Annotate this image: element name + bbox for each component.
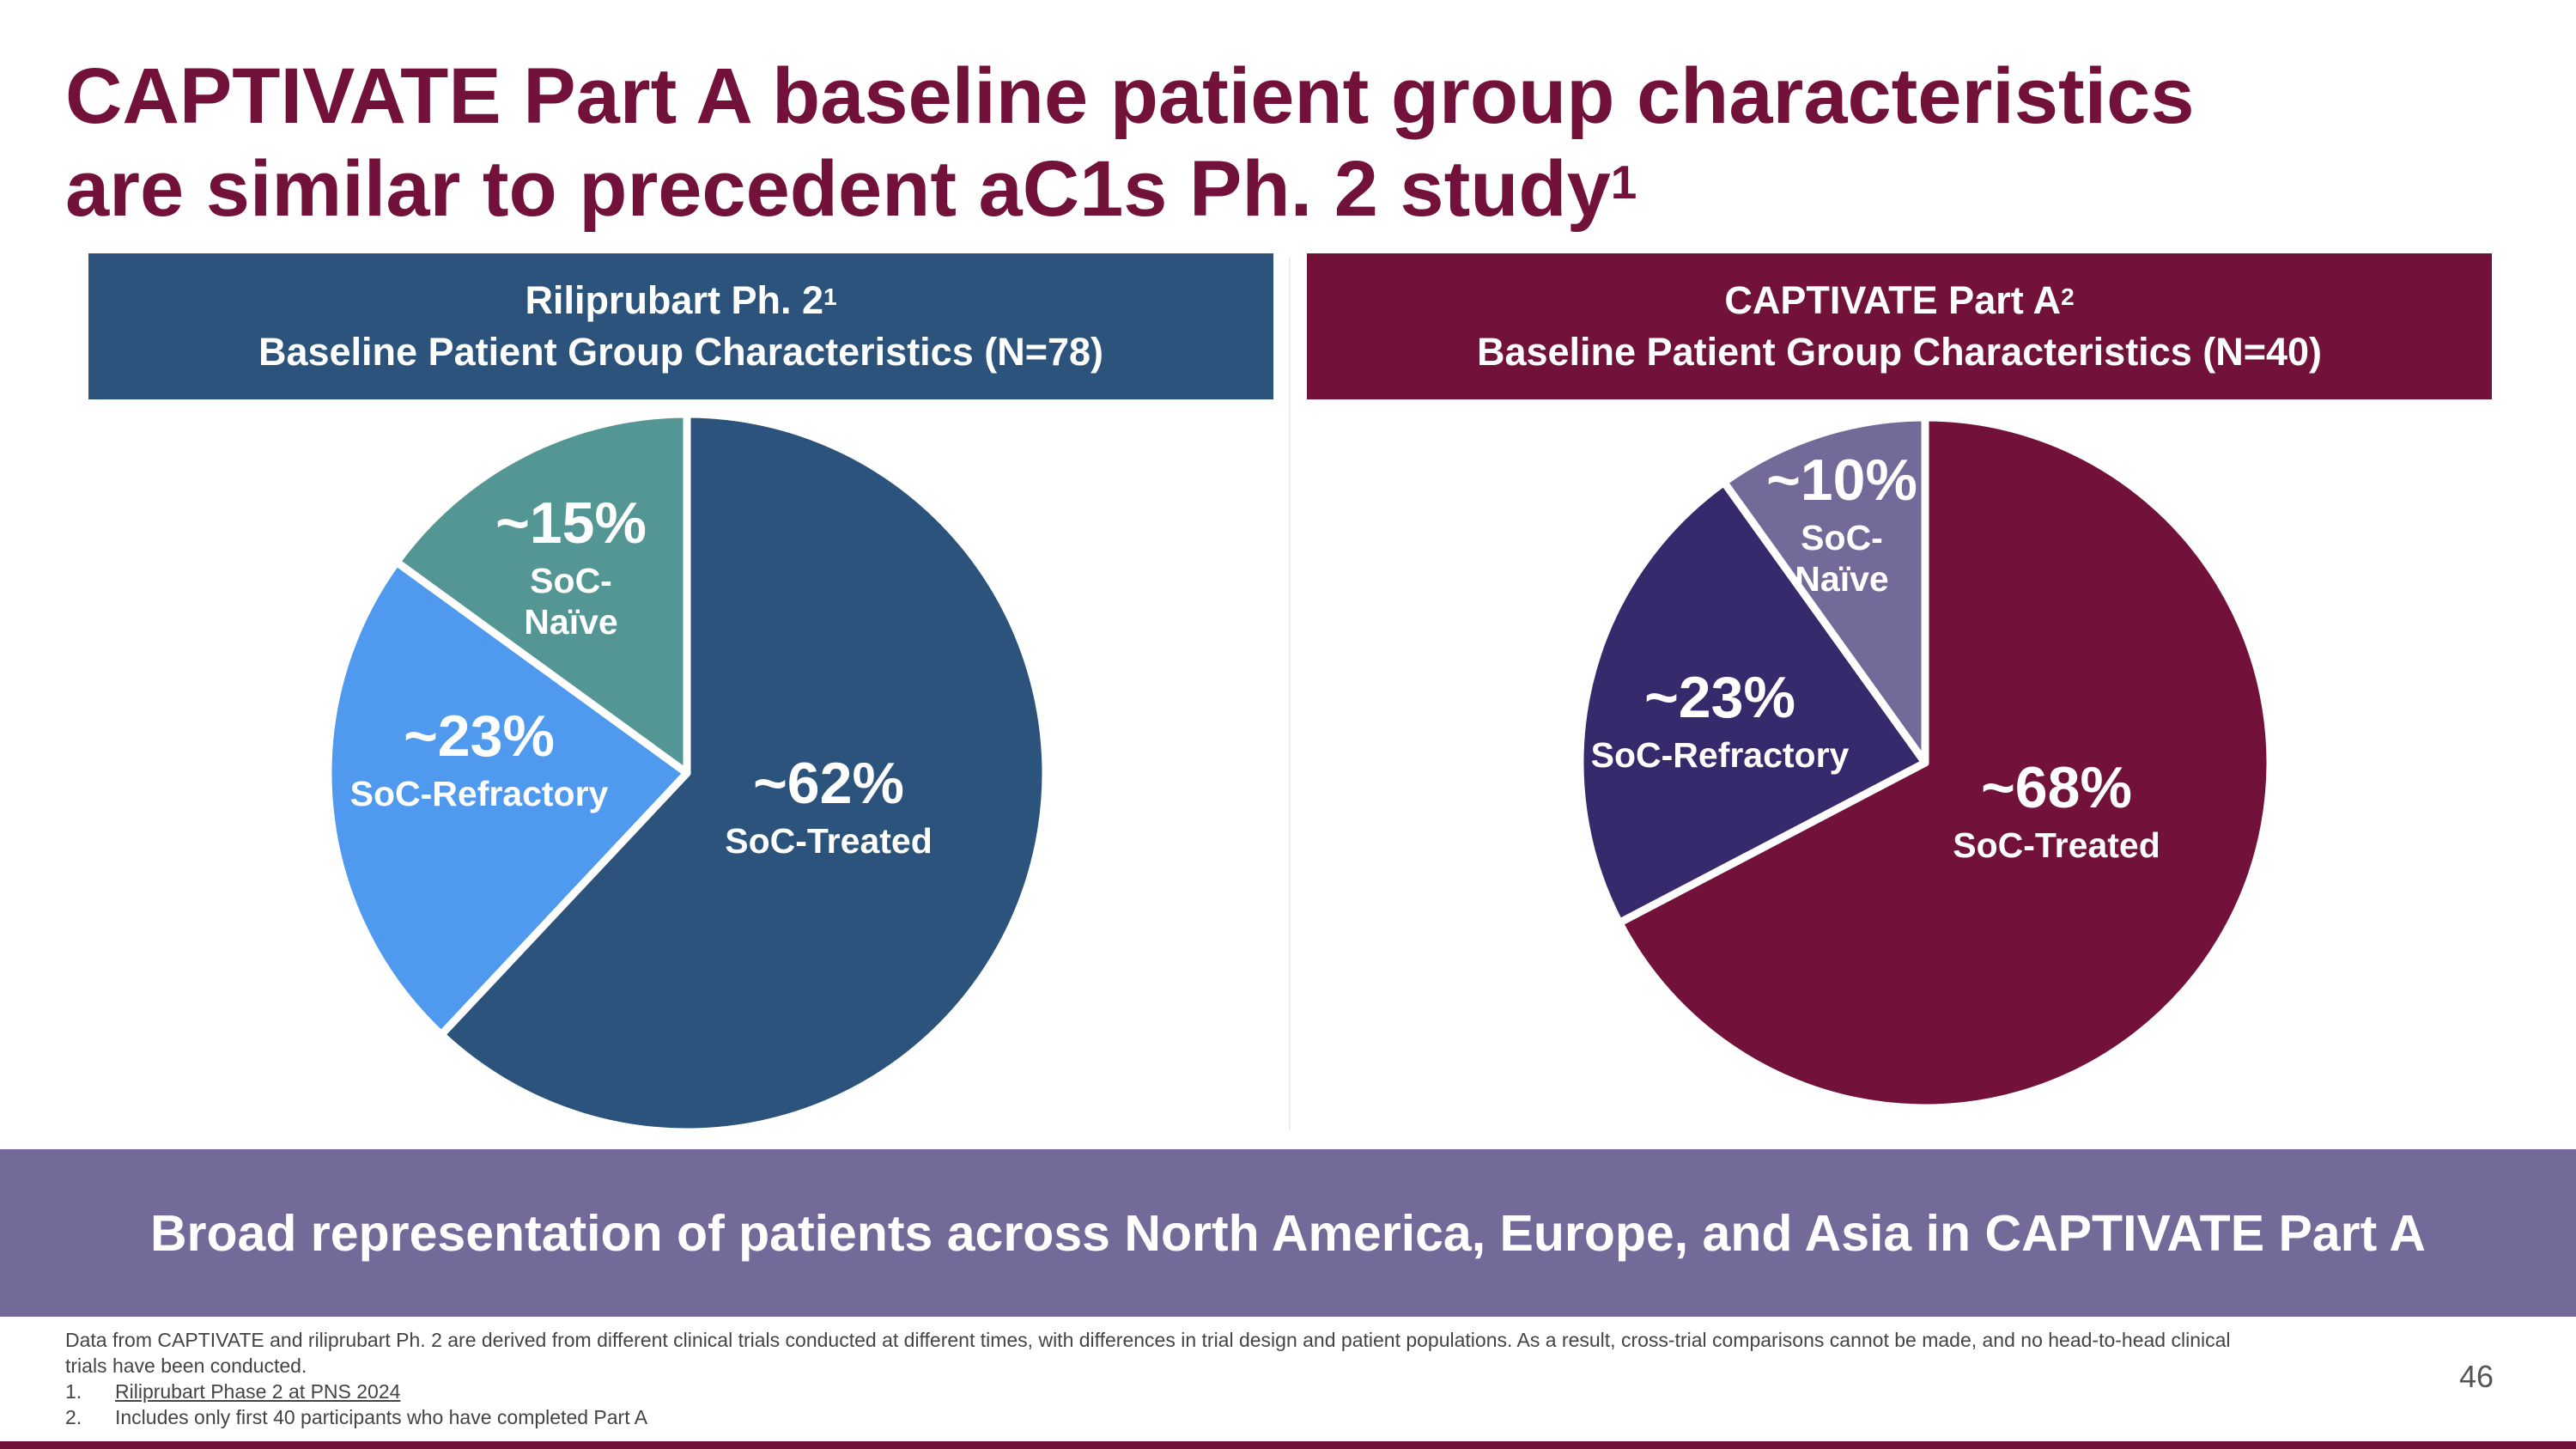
slice-percent-label: ~23% xyxy=(404,703,555,769)
slice-category-label: Naïve xyxy=(1795,559,1888,599)
slice-percent-label: ~10% xyxy=(1766,447,1917,513)
slice-category-label: SoC-Treated xyxy=(1953,825,2160,865)
slice-category-label: SoC- xyxy=(1801,518,1883,557)
slice-category-label: SoC-Treated xyxy=(725,821,933,861)
bottom-accent-bar xyxy=(0,1441,2576,1449)
slide-title: CAPTIVATE Part A baseline patient group … xyxy=(65,50,2521,235)
pie-slice-soc-treated xyxy=(1615,413,2275,1112)
pie-slice-soc-treated xyxy=(437,410,1050,1136)
footnote-number: 2. xyxy=(65,1406,82,1428)
right-header-line-1: CAPTIVATE Part A xyxy=(1724,278,2062,322)
right-panel-header: CAPTIVATE Part A2 Baseline Patient Group… xyxy=(1307,253,2492,399)
footnote-item: 1. Riliprubart Phase 2 at PNS 2024 xyxy=(65,1379,2263,1404)
panel-divider xyxy=(1289,258,1291,1129)
pie-slice-soc-na-ve xyxy=(392,410,691,777)
pie-slice-soc-refractory xyxy=(324,557,691,1039)
banner-text: Broad representation of patients across … xyxy=(149,1204,2427,1262)
slice-category-label: SoC-Refractory xyxy=(1591,735,1850,775)
footnote-number: 1. xyxy=(65,1380,82,1403)
left-header-line-2: Baseline Patient Group Characteristics (… xyxy=(258,330,1104,374)
pie-chart-captivate: ~68% SoC-Treated ~23% SoC-Refractory ~10% SoC… xyxy=(1576,413,2275,1112)
title-superscript: 1 xyxy=(1610,155,1637,209)
left-header-superscript: 1 xyxy=(823,283,837,310)
summary-banner: Broad representation of patients across … xyxy=(0,1149,2576,1317)
footnote-text: Includes only first 40 participants who … xyxy=(115,1406,648,1428)
left-panel-header: Riliprubart Ph. 21 Baseline Patient Grou… xyxy=(88,253,1273,399)
footnote-link-riliprubart-pns[interactable]: Riliprubart Phase 2 at PNS 2024 xyxy=(115,1380,401,1403)
left-header-line-1: Riliprubart Ph. 2 xyxy=(525,278,823,322)
pie-chart-riliprubart: ~62% SoC-Treated ~23% SoC-Refractory ~15% SoC… xyxy=(324,410,1050,1136)
disclaimer-text: Data from CAPTIVATE and riliprubart Ph. … xyxy=(65,1329,2231,1377)
title-line-1: CAPTIVATE Part A baseline patient group … xyxy=(65,52,2195,140)
slice-percent-label: ~62% xyxy=(753,751,904,816)
footnote-item: 2. Includes only first 40 participants w… xyxy=(65,1404,2263,1430)
slice-category-label: SoC- xyxy=(530,561,612,600)
right-header-line-2: Baseline Patient Group Characteristics (… xyxy=(1476,330,2323,374)
title-line-2: are similar to precedent aC1s Ph. 2 stud… xyxy=(65,145,1611,233)
pie-slice-soc-refractory xyxy=(1576,478,1929,927)
slice-percent-label: ~23% xyxy=(1644,665,1795,730)
page-number: 46 xyxy=(2458,1359,2494,1394)
slice-category-label: Naïve xyxy=(524,602,617,642)
slice-percent-label: ~68% xyxy=(1981,755,2132,820)
slice-percent-label: ~15% xyxy=(495,490,647,556)
right-header-superscript: 2 xyxy=(2061,283,2075,310)
footnotes: Data from CAPTIVATE and riliprubart Ph. … xyxy=(65,1327,2263,1430)
slice-category-label: SoC-Refractory xyxy=(350,774,609,813)
pie-slice-soc-na-ve xyxy=(1720,413,1929,767)
